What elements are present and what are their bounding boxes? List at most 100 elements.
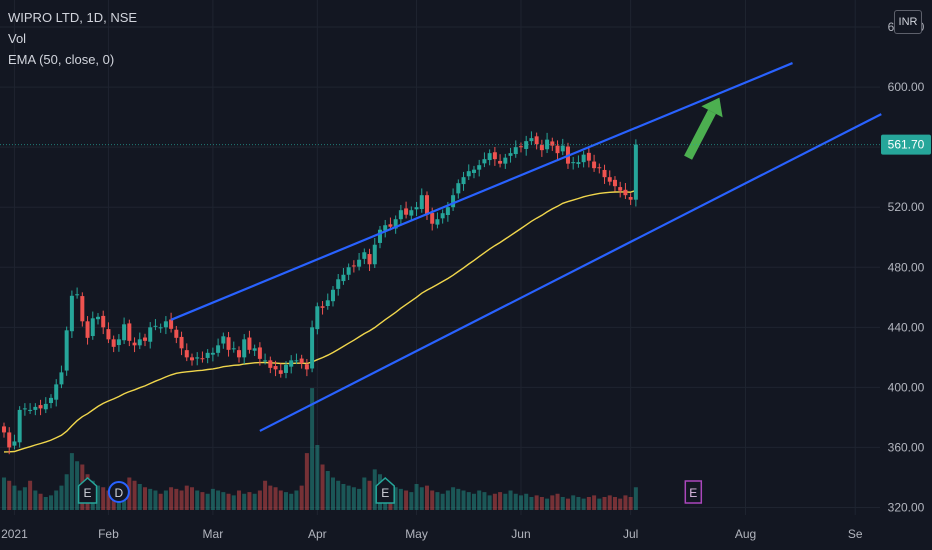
symbol-title[interactable]: WIPRO LTD, 1D, NSE: [8, 10, 138, 25]
candle[interactable]: [283, 364, 288, 373]
candle[interactable]: [137, 339, 142, 346]
volume-bar[interactable]: [623, 495, 628, 510]
candle[interactable]: [471, 169, 476, 173]
candle[interactable]: [351, 265, 356, 267]
candle[interactable]: [555, 145, 560, 154]
candle[interactable]: [409, 210, 414, 216]
candle[interactable]: [101, 315, 106, 328]
candle[interactable]: [435, 219, 440, 225]
candle[interactable]: [17, 409, 22, 443]
candle[interactable]: [111, 339, 116, 347]
candle[interactable]: [153, 325, 158, 327]
candle[interactable]: [289, 360, 294, 367]
candle[interactable]: [477, 165, 482, 170]
volume-bar[interactable]: [362, 477, 367, 511]
candle[interactable]: [122, 324, 127, 341]
candle[interactable]: [362, 252, 367, 259]
candle[interactable]: [618, 187, 623, 191]
volume-bar[interactable]: [565, 498, 570, 510]
candle[interactable]: [336, 279, 341, 289]
volume-bar[interactable]: [184, 485, 189, 510]
candle[interactable]: [628, 196, 633, 200]
volume-bar[interactable]: [341, 484, 346, 510]
volume-bar[interactable]: [153, 490, 158, 511]
volume-bar[interactable]: [487, 495, 492, 510]
candle[interactable]: [310, 327, 315, 369]
volume-bar[interactable]: [571, 495, 576, 510]
volume-bar[interactable]: [174, 488, 179, 510]
candle[interactable]: [7, 432, 12, 448]
candle[interactable]: [607, 177, 612, 182]
volume-bar[interactable]: [461, 490, 466, 511]
candle[interactable]: [142, 337, 147, 341]
volume-bar[interactable]: [524, 493, 529, 510]
volume-bar[interactable]: [43, 497, 48, 510]
volume-bar[interactable]: [310, 388, 315, 510]
candle[interactable]: [174, 329, 179, 338]
candle[interactable]: [22, 408, 27, 410]
candle[interactable]: [440, 213, 445, 219]
candle[interactable]: [414, 207, 419, 210]
volume-bar[interactable]: [158, 493, 163, 510]
last-price-badge[interactable]: [881, 134, 931, 155]
candle[interactable]: [419, 195, 424, 210]
volume-bar[interactable]: [550, 495, 555, 510]
candle[interactable]: [430, 212, 435, 224]
candle[interactable]: [179, 336, 184, 349]
volume-bar[interactable]: [210, 488, 215, 510]
earnings-marker[interactable]: [77, 476, 98, 504]
candle[interactable]: [482, 159, 487, 164]
candle[interactable]: [48, 397, 53, 403]
candle[interactable]: [148, 327, 153, 342]
candle[interactable]: [299, 358, 304, 364]
candle[interactable]: [424, 195, 429, 215]
volume-bar[interactable]: [440, 493, 445, 510]
candle[interactable]: [28, 409, 33, 411]
candle[interactable]: [163, 321, 168, 328]
volume-bar[interactable]: [498, 492, 503, 510]
volume-bar[interactable]: [398, 488, 403, 510]
candle[interactable]: [451, 195, 456, 208]
candle[interactable]: [581, 154, 586, 163]
candle[interactable]: [268, 360, 273, 368]
volume-bar[interactable]: [75, 461, 80, 510]
candle[interactable]: [550, 141, 555, 146]
volume-bar[interactable]: [393, 487, 398, 510]
volume-indicator-label[interactable]: Vol: [8, 31, 27, 46]
candle[interactable]: [216, 345, 221, 353]
volume-bar[interactable]: [555, 493, 560, 510]
volume-bar[interactable]: [169, 487, 174, 510]
volume-bar[interactable]: [69, 453, 74, 510]
volume-bar[interactable]: [435, 492, 440, 510]
candle[interactable]: [231, 348, 236, 350]
volume-bar[interactable]: [268, 485, 273, 510]
candle[interactable]: [534, 136, 539, 145]
volume-bar[interactable]: [205, 493, 210, 510]
candle[interactable]: [247, 337, 252, 350]
volume-bar[interactable]: [466, 492, 471, 510]
candle[interactable]: [372, 244, 377, 265]
candle[interactable]: [393, 219, 398, 229]
volume-bar[interactable]: [372, 469, 377, 510]
candle[interactable]: [38, 405, 43, 409]
ema-line[interactable]: [3, 189, 637, 453]
candle[interactable]: [445, 207, 450, 216]
volume-bar[interactable]: [471, 493, 476, 510]
candle[interactable]: [592, 161, 597, 169]
volume-bar[interactable]: [409, 492, 414, 510]
candle[interactable]: [508, 153, 513, 156]
candle[interactable]: [242, 339, 247, 358]
volume-bar[interactable]: [424, 485, 429, 510]
candle[interactable]: [195, 357, 200, 359]
volume-bar[interactable]: [200, 492, 205, 510]
candle[interactable]: [43, 403, 48, 410]
volume-bar[interactable]: [257, 490, 262, 511]
candle[interactable]: [597, 167, 602, 169]
candle[interactable]: [106, 329, 111, 340]
volume-bar[interactable]: [101, 487, 106, 510]
volume-bar[interactable]: [283, 492, 288, 510]
volume-bar[interactable]: [2, 477, 6, 511]
candle[interactable]: [85, 321, 90, 338]
candle[interactable]: [461, 177, 466, 185]
volume-bar[interactable]: [503, 493, 508, 510]
